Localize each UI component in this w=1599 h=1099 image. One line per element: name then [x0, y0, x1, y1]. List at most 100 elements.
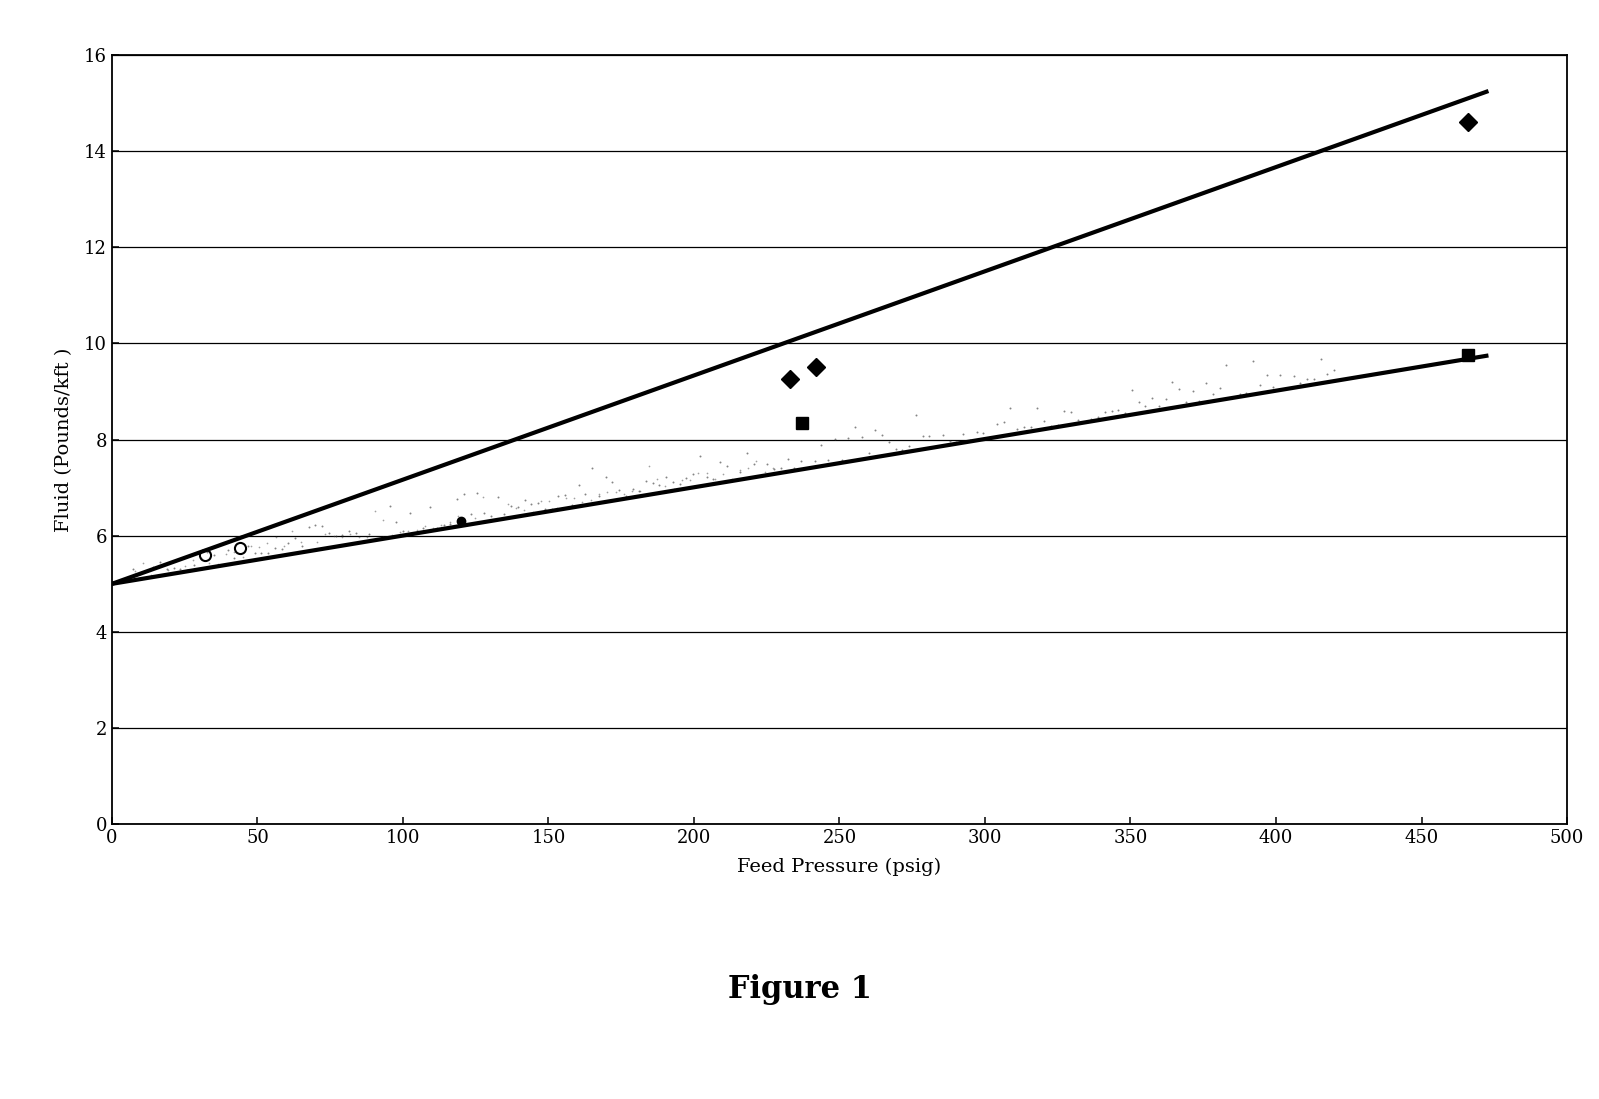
Point: [644, 470, 670, 488]
Point: [1004, 421, 1030, 439]
Point: [437, 513, 462, 531]
Point: [862, 421, 887, 439]
Point: [532, 501, 558, 519]
Point: [1281, 367, 1306, 385]
Point: [454, 515, 480, 533]
Point: [296, 541, 321, 558]
Point: [742, 455, 768, 473]
Point: [836, 429, 862, 446]
Point: [189, 559, 214, 577]
Point: [572, 485, 598, 502]
Point: [1138, 389, 1164, 407]
Y-axis label: Fluid (Pounds/kft ): Fluid (Pounds/kft ): [54, 347, 74, 532]
Point: [943, 433, 969, 451]
Point: [1092, 403, 1118, 421]
Point: [283, 530, 309, 547]
Point: [208, 556, 233, 574]
Point: [161, 559, 187, 577]
Point: [1065, 411, 1091, 429]
Point: [937, 432, 963, 449]
Point: [579, 458, 604, 476]
Point: [1019, 419, 1044, 436]
Point: [377, 497, 403, 514]
Point: [504, 499, 529, 517]
Point: [141, 558, 166, 576]
Point: [272, 537, 297, 555]
Point: [883, 440, 908, 457]
Point: [718, 470, 744, 488]
Point: [465, 485, 491, 502]
Point: [363, 530, 389, 547]
X-axis label: Feed Pressure (psig): Feed Pressure (psig): [737, 858, 942, 877]
Point: [357, 525, 382, 543]
Point: [201, 546, 227, 564]
Point: [329, 526, 355, 544]
Point: [1031, 412, 1057, 430]
Point: [114, 568, 139, 586]
Point: [384, 513, 409, 531]
Point: [652, 478, 678, 496]
Point: [337, 525, 363, 543]
Point: [445, 507, 470, 524]
Point: [611, 485, 636, 502]
Point: [627, 482, 652, 500]
Point: [587, 485, 612, 502]
Point: [120, 560, 146, 578]
Point: [241, 544, 267, 562]
Point: [539, 500, 564, 518]
Point: [246, 539, 272, 556]
Point: [633, 473, 659, 490]
Point: [397, 503, 422, 521]
Point: [1314, 366, 1340, 384]
Point: [205, 555, 230, 573]
Point: [496, 496, 521, 513]
Point: [694, 464, 720, 481]
Point: [752, 464, 777, 481]
Point: [620, 480, 646, 498]
Point: [424, 519, 449, 536]
Point: [991, 413, 1017, 431]
Point: [329, 529, 355, 546]
Point: [134, 568, 160, 586]
Point: [903, 407, 929, 424]
Point: [1268, 366, 1294, 384]
Point: [998, 399, 1023, 417]
Point: [336, 522, 361, 540]
Point: [606, 481, 632, 499]
Point: [843, 419, 868, 436]
Point: [1078, 410, 1103, 428]
Point: [600, 473, 625, 490]
Point: [457, 506, 483, 523]
Point: [421, 520, 446, 537]
Point: [801, 453, 827, 470]
Point: [168, 560, 193, 578]
Point: [1234, 385, 1260, 402]
Point: [321, 528, 347, 545]
Point: [486, 511, 512, 529]
Point: [363, 502, 389, 520]
Point: [256, 544, 281, 562]
Point: [855, 445, 881, 463]
Point: [181, 556, 206, 574]
Point: [897, 437, 923, 455]
Point: [114, 569, 139, 587]
Point: [552, 486, 577, 503]
Point: [1214, 356, 1239, 374]
Point: [302, 517, 328, 534]
Point: [1099, 402, 1124, 420]
Point: [524, 493, 550, 511]
Point: [782, 459, 807, 477]
Point: [288, 533, 313, 551]
Point: [686, 464, 712, 481]
Point: [222, 550, 248, 567]
Point: [788, 453, 814, 470]
Point: [197, 554, 222, 571]
Point: [122, 562, 147, 579]
Point: [1287, 375, 1313, 392]
Point: [923, 436, 948, 454]
Point: [849, 428, 875, 445]
Point: [640, 474, 665, 491]
Point: [1146, 397, 1172, 414]
Point: [472, 504, 497, 522]
Point: [491, 506, 516, 523]
